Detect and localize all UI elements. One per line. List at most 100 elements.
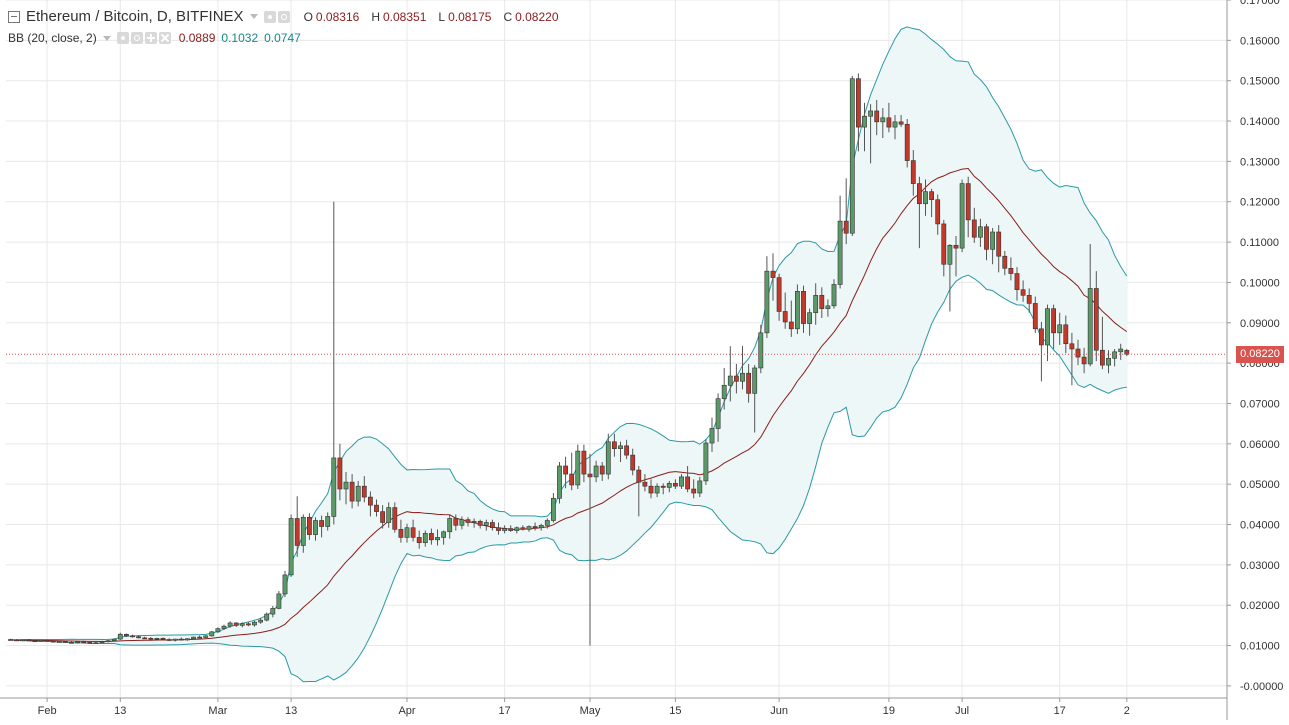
- x-tick-label: Apr: [398, 705, 415, 717]
- candle: [227, 621, 233, 628]
- candle-body: [349, 481, 355, 502]
- candle: [1124, 348, 1130, 357]
- candle-body: [130, 635, 135, 638]
- candle-body: [62, 641, 68, 643]
- candle: [959, 179, 965, 253]
- candle: [819, 287, 825, 318]
- candle: [1002, 250, 1008, 276]
- candle-body: [325, 516, 331, 527]
- candle: [916, 176, 922, 249]
- candle: [709, 417, 715, 452]
- bollinger-basis-line: [10, 167, 1128, 642]
- candle-body: [111, 638, 117, 642]
- candle: [672, 479, 678, 490]
- bollinger-lower-line: [10, 274, 1127, 683]
- candle: [258, 618, 263, 624]
- candle-body: [904, 123, 910, 161]
- x-tick-label: Feb: [38, 705, 57, 717]
- candle-body: [1039, 328, 1044, 346]
- candle-body: [233, 622, 239, 626]
- candle: [679, 474, 684, 490]
- candle-body: [239, 623, 245, 626]
- candle: [801, 285, 806, 333]
- candle: [319, 515, 324, 538]
- settings-icon[interactable]: [130, 32, 143, 44]
- candle-body: [331, 457, 337, 517]
- candle-body: [758, 332, 764, 369]
- candle-body: [404, 527, 410, 538]
- candle: [435, 529, 440, 546]
- candle: [56, 640, 62, 643]
- bb-basis-value: 0.0889: [178, 31, 216, 45]
- candle-body: [209, 631, 215, 637]
- x-tick-label: 17: [498, 705, 510, 717]
- candle: [392, 502, 398, 533]
- candle: [929, 188, 934, 218]
- visibility-icon[interactable]: [116, 32, 129, 44]
- candle: [1045, 304, 1050, 362]
- candle-body: [526, 526, 532, 530]
- chevron-down-icon[interactable]: [102, 35, 111, 41]
- candle: [1008, 257, 1014, 281]
- candle: [977, 218, 983, 247]
- candle-body: [569, 473, 575, 486]
- candle-body: [618, 445, 623, 449]
- x-tick-label: Mar: [208, 705, 227, 717]
- candle: [502, 525, 507, 534]
- candle-body: [416, 537, 422, 543]
- visibility-icon[interactable]: [263, 10, 276, 23]
- candle-body: [160, 637, 166, 640]
- candle: [459, 516, 465, 530]
- candle: [691, 479, 697, 499]
- candle-body: [831, 284, 837, 307]
- candle-body: [965, 183, 971, 221]
- candle-body: [136, 636, 141, 639]
- candle-body: [264, 613, 270, 621]
- candle: [575, 444, 581, 490]
- settings-icon[interactable]: [277, 10, 290, 23]
- close-icon[interactable]: [158, 32, 171, 44]
- candle-body: [203, 635, 209, 638]
- candle-body: [935, 199, 941, 225]
- candle: [465, 517, 471, 527]
- symbol-title[interactable]: Ethereum / Bitcoin, D, BITFINEX: [26, 8, 244, 25]
- candle: [124, 633, 129, 638]
- chevron-down-icon[interactable]: [249, 14, 258, 19]
- indicator-name[interactable]: BB (20, close, 2): [8, 31, 97, 45]
- candle: [209, 631, 215, 637]
- candle: [447, 514, 453, 539]
- candle-body: [32, 640, 38, 643]
- candle: [721, 367, 727, 410]
- candle: [770, 253, 776, 301]
- candle: [526, 525, 532, 532]
- candle-body: [148, 637, 154, 640]
- candle-body: [483, 522, 489, 526]
- candle: [654, 483, 660, 498]
- x-tick-label: 19: [883, 705, 895, 717]
- candle: [32, 639, 38, 643]
- candle: [428, 528, 434, 545]
- candle-body: [953, 245, 959, 249]
- candle: [20, 639, 26, 642]
- candle-body: [459, 519, 465, 526]
- candle-body: [428, 533, 434, 541]
- candle: [1093, 271, 1099, 362]
- candle-body: [447, 518, 453, 533]
- candle-body: [258, 619, 263, 623]
- candle-body: [1020, 289, 1026, 296]
- add-icon[interactable]: [144, 32, 157, 44]
- candle: [935, 194, 941, 235]
- candles: [8, 73, 1130, 646]
- candle-body: [508, 528, 514, 531]
- y-tick-label: 0.12000: [1240, 197, 1280, 209]
- candle-body: [660, 485, 666, 488]
- close-label: C: [503, 9, 513, 24]
- candle: [117, 632, 123, 640]
- candle: [50, 640, 56, 643]
- candle: [910, 150, 916, 196]
- candle: [660, 483, 666, 495]
- collapse-icon[interactable]: [8, 10, 20, 23]
- candle-body: [26, 639, 32, 642]
